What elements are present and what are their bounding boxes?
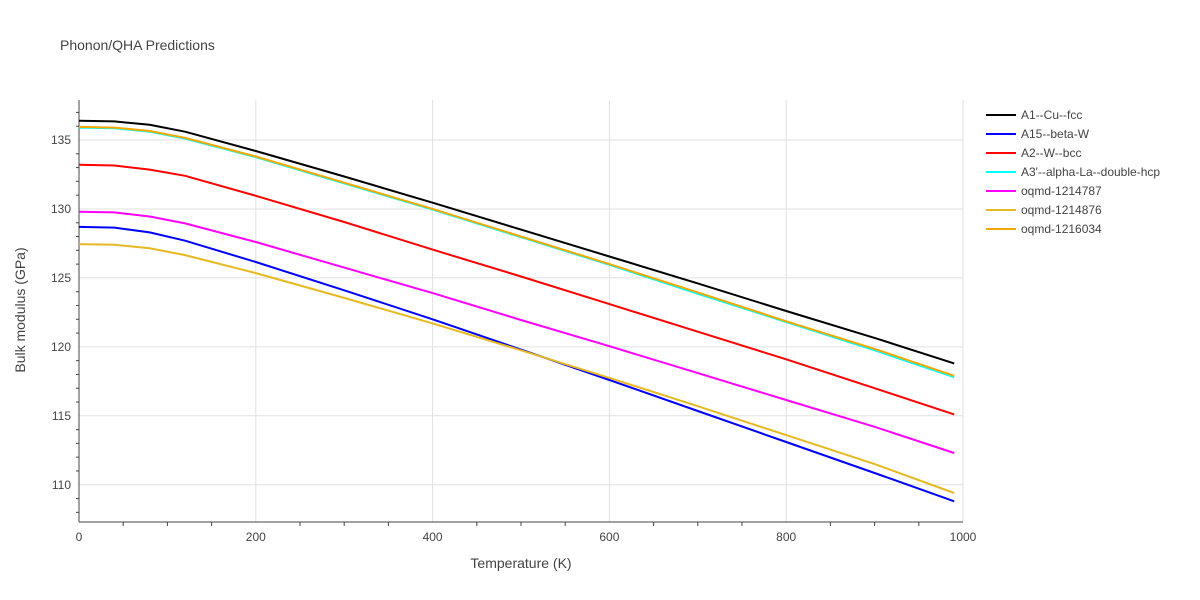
- legend-label: A2--W--bcc: [1021, 146, 1081, 160]
- tick-labels: 0 200 400 600 800 1000 110 115 120 125 130 135: [51, 133, 977, 544]
- legend-item[interactable]: A15--beta-W: [986, 127, 1090, 141]
- series-line: [78, 125, 955, 377]
- legend-label: A15--beta-W: [1021, 127, 1090, 141]
- x-tick-label: 400: [423, 530, 443, 544]
- legend-label: oqmd-1214876: [1021, 203, 1102, 217]
- x-axis-title: Temperature (K): [470, 555, 571, 571]
- y-tick-label: 115: [52, 409, 71, 423]
- legend-label: oqmd-1214787: [1021, 184, 1102, 198]
- legend-item[interactable]: oqmd-1214787: [986, 184, 1102, 198]
- x-tick-label: 800: [776, 530, 796, 544]
- axes: [76, 100, 963, 526]
- y-tick-label: 130: [51, 202, 71, 216]
- legend-item[interactable]: A3'--alpha-La--double-hcp: [986, 165, 1160, 179]
- series-line: [78, 243, 955, 494]
- y-tick-label: 125: [51, 271, 71, 285]
- legend[interactable]: A1--Cu--fcc A15--beta-W A2--W--bcc A3'--alp…: [986, 108, 1160, 236]
- y-axis-title: Bulk modulus (GPa): [12, 247, 28, 372]
- y-tick-label: 110: [52, 478, 71, 492]
- x-tick-label: 1000: [950, 530, 977, 544]
- legend-item[interactable]: A1--Cu--fcc: [986, 108, 1082, 122]
- series-lines: [78, 119, 955, 503]
- series-line: [78, 163, 955, 416]
- x-tick-label: 600: [599, 530, 619, 544]
- series-line: [78, 119, 955, 365]
- y-tick-label: 135: [51, 133, 71, 147]
- x-tick-label: 0: [76, 530, 83, 544]
- legend-label: A3'--alpha-La--double-hcp: [1021, 165, 1160, 179]
- legend-label: A1--Cu--fcc: [1021, 108, 1082, 122]
- chart-title: Phonon/QHA Predictions: [60, 37, 215, 53]
- series-line: [78, 225, 955, 503]
- legend-item[interactable]: A2--W--bcc: [986, 146, 1081, 160]
- x-tick-label: 200: [246, 530, 266, 544]
- legend-item[interactable]: oqmd-1216034: [986, 222, 1102, 236]
- grid: [79, 100, 964, 522]
- legend-label: oqmd-1216034: [1021, 222, 1102, 236]
- y-tick-label: 120: [51, 340, 71, 354]
- series-line: [78, 210, 955, 454]
- legend-item[interactable]: oqmd-1214876: [986, 203, 1102, 217]
